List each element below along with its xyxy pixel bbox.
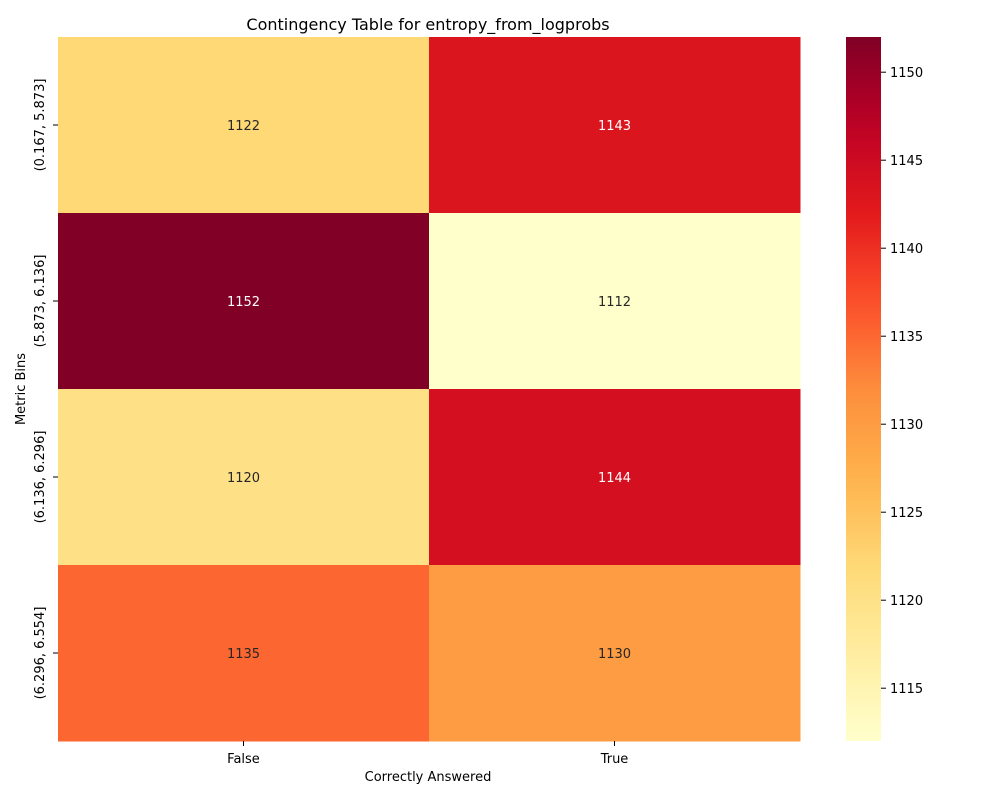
y-axis-label: Metric Bins [14, 353, 29, 425]
heatmap-cell [429, 37, 801, 214]
heatmap-cells: 1122 1143 1152 1112 1120 1144 1135 1130 [58, 37, 801, 742]
colorbar-tick-label: 1145 [890, 154, 923, 169]
cell-value-label: 1135 [227, 647, 260, 662]
heatmap-cell [429, 389, 801, 566]
y-axis: (0.167, 5.873] (5.873, 6.136] (6.136, 6.29… [33, 79, 58, 700]
heatmap-cell [429, 565, 801, 742]
y-tick-label: (0.167, 5.873] [33, 79, 48, 172]
colorbar-ticks: 1115 1120 1125 1130 1135 1140 1145 1150 [881, 66, 923, 697]
cell-value-label: 1120 [227, 471, 260, 486]
y-tick-label: (6.296, 6.554] [33, 607, 48, 700]
x-axis: False True [227, 741, 628, 767]
heatmap-cell [58, 213, 430, 390]
colorbar-gradient [846, 37, 881, 741]
y-tick-label: (6.136, 6.296] [33, 431, 48, 524]
colorbar-tick-label: 1130 [890, 418, 923, 433]
colorbar: 1115 1120 1125 1130 1135 1140 1145 1150 [846, 37, 923, 741]
x-tick-label: False [227, 752, 260, 767]
colorbar-tick-label: 1125 [890, 506, 923, 521]
chart-title: Contingency Table for entropy_from_logpr… [246, 15, 609, 35]
heatmap-cell [58, 565, 430, 742]
colorbar-tick-label: 1140 [890, 242, 923, 257]
cell-value-label: 1152 [227, 295, 260, 310]
x-axis-label: Correctly Answered [365, 770, 492, 785]
cell-value-label: 1112 [598, 295, 631, 310]
colorbar-tick-label: 1135 [890, 330, 923, 345]
colorbar-tick-label: 1120 [890, 594, 923, 609]
y-tick-label: (5.873, 6.136] [33, 255, 48, 348]
cell-value-label: 1144 [598, 471, 631, 486]
heatmap-cell [58, 37, 430, 214]
x-tick-label: True [600, 752, 629, 767]
cell-value-label: 1143 [598, 119, 631, 134]
heatmap-cell [429, 213, 801, 390]
cell-value-label: 1130 [598, 647, 631, 662]
heatmap-cell [58, 389, 430, 566]
cell-value-label: 1122 [227, 119, 260, 134]
colorbar-tick-label: 1150 [890, 66, 923, 81]
colorbar-tick-label: 1115 [890, 682, 923, 697]
